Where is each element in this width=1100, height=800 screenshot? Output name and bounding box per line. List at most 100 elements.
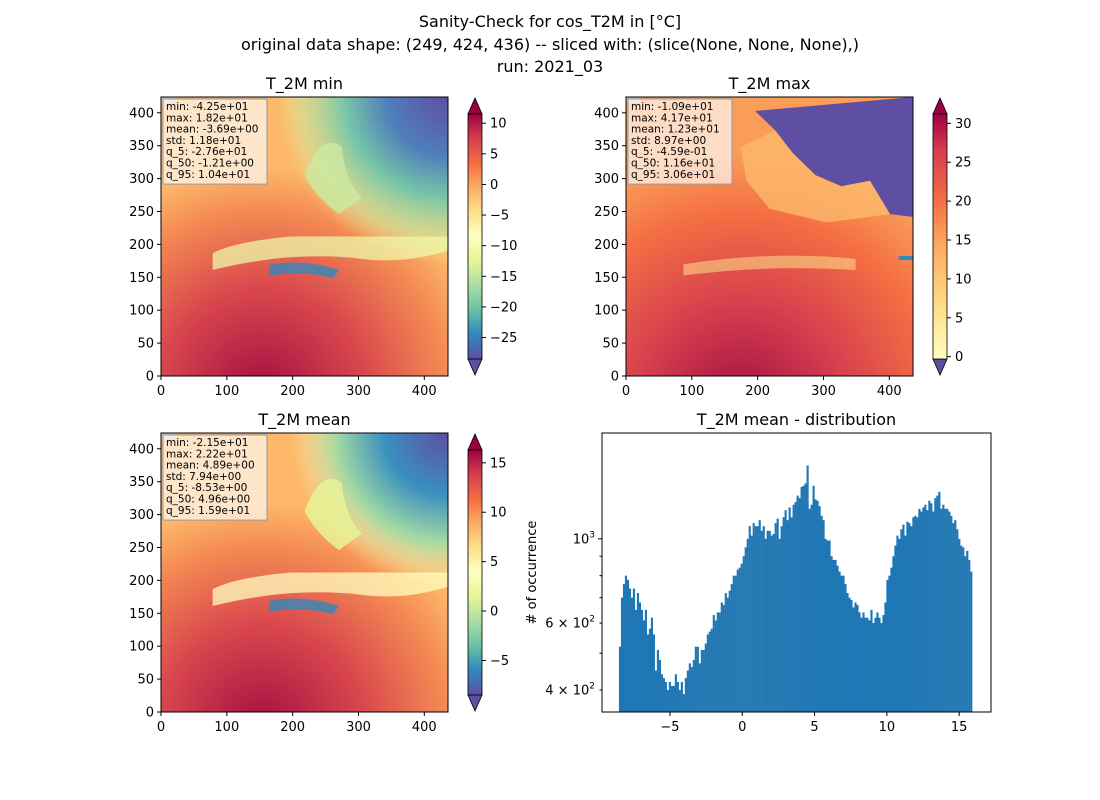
stats-line: q_50: -1.21e+00 — [166, 158, 254, 170]
colorbar: 30 25 20 15 10 5 0 — [932, 97, 972, 376]
y-tick-label: 0 — [611, 370, 619, 385]
axes-frame — [160, 432, 449, 713]
histogram-bar — [842, 575, 845, 712]
histogram-bar — [920, 511, 923, 712]
histogram-bar — [754, 526, 757, 712]
histogram-bar — [672, 685, 675, 712]
histogram-bar — [918, 508, 921, 712]
histogram-bar — [862, 612, 865, 712]
histogram-bar — [790, 517, 793, 712]
histogram-bar — [810, 504, 813, 712]
histogram-bar — [640, 609, 644, 712]
histogram-bar — [818, 506, 821, 712]
histogram-bar — [872, 623, 875, 712]
stats-line: mean: -3.69e+00 — [166, 124, 258, 136]
colorbar-tick-label: 5 — [490, 555, 498, 570]
colorbar-tick-label: 0 — [490, 178, 498, 193]
histogram-bar — [712, 615, 715, 712]
stats-line: std: 1.18e+01 — [166, 135, 241, 147]
y-tick-label: 250 — [594, 205, 619, 220]
colorbar-tick-label: 5 — [490, 147, 498, 162]
field-central-europe — [212, 572, 448, 606]
histogram-bar — [642, 620, 646, 712]
colorbar-tick-label: 10 — [490, 506, 507, 521]
panel-title: T_2M min — [265, 74, 343, 94]
y-tick-label: 150 — [594, 271, 619, 286]
colorbar-tick-label: 0 — [955, 350, 963, 365]
x-tick-label: 100 — [214, 720, 239, 735]
colorbar-extend-bottom — [932, 358, 948, 376]
histogram-bar — [954, 520, 957, 712]
y-tick-label: 50 — [602, 337, 619, 352]
histogram-bar — [820, 515, 823, 712]
histogram-bar — [876, 612, 879, 712]
histogram-bar — [662, 678, 665, 712]
histogram-bar — [728, 590, 731, 712]
histogram-bar — [846, 593, 849, 712]
histogram-bar — [888, 575, 891, 712]
suptitle-line: original data shape: (249, 424, 436) -- … — [241, 35, 859, 54]
field-small-lake — [898, 256, 913, 261]
histogram-bar — [704, 643, 707, 712]
stats-line: q_50: 4.96e+00 — [166, 494, 250, 506]
field-scandinavia — [304, 142, 362, 215]
x-tick-label: 400 — [877, 384, 902, 399]
colorbar-tick-label: −5 — [490, 209, 509, 224]
histogram-bar — [752, 523, 755, 712]
x-tick-label: 200 — [280, 720, 305, 735]
x-tick-label: 300 — [346, 720, 371, 735]
histogram-bar — [838, 571, 841, 712]
histogram-bar — [720, 602, 723, 712]
histogram-bar — [942, 504, 945, 712]
histogram-bar — [784, 510, 787, 712]
field-cold-region — [755, 97, 913, 217]
x-tick-label: 15 — [951, 720, 968, 735]
histogram-bar — [968, 559, 971, 712]
x-tick-label: 200 — [280, 384, 305, 399]
histogram-bar — [822, 520, 825, 712]
stats-box — [162, 98, 268, 185]
panel-title: T_2M mean — [257, 410, 350, 430]
histogram-bar — [726, 597, 729, 712]
suptitle-line: run: 2021_03 — [496, 57, 604, 76]
panel-title: T_2M max — [728, 74, 811, 94]
histogram-bar — [738, 567, 741, 712]
histogram-bar — [930, 503, 933, 712]
histogram-bar — [882, 615, 885, 712]
stats-line: std: 7.94e+00 — [166, 471, 241, 483]
histogram-bar — [762, 526, 765, 712]
histogram-bar — [652, 634, 655, 712]
stats-line: max: 4.17e+01 — [631, 112, 713, 124]
histogram-bar — [890, 567, 893, 712]
x-tick-label: 0 — [157, 384, 165, 399]
colorbar-extend-top — [467, 433, 483, 451]
y-tick-label: 250 — [129, 205, 154, 220]
colorbar-tick-label: 15 — [955, 234, 972, 249]
y-tick-label: 150 — [129, 607, 154, 622]
histogram-bar — [768, 530, 771, 712]
histogram-bar — [830, 556, 833, 712]
stats-line: min: -4.25e+01 — [166, 101, 248, 113]
y-tick-label: 200 — [594, 238, 619, 253]
y-tick-label: 0 — [146, 370, 154, 385]
x-tick-label: −5 — [660, 720, 679, 735]
panel-title: T_2M mean - distribution — [696, 410, 896, 430]
histogram-bar — [852, 607, 855, 712]
histogram-bar — [724, 593, 727, 712]
stats-box — [162, 434, 268, 521]
histogram-bar — [864, 617, 867, 712]
x-tick-label: 300 — [346, 384, 371, 399]
colorbar-gradient — [467, 113, 483, 360]
histogram-bar — [884, 602, 887, 712]
stats-line: q_95: 1.04e+01 — [166, 169, 250, 181]
histogram-bar — [970, 571, 973, 712]
y-tick-label: 350 — [129, 475, 154, 490]
colorbar: 10 5 0 −5 −10 −15 −20 −25 — [467, 97, 517, 376]
histogram-bar — [722, 604, 725, 712]
histogram-bar — [634, 609, 638, 712]
histogram-bar — [806, 465, 809, 712]
x-tick-label: 10 — [879, 720, 896, 735]
stats-line: q_95: 1.59e+01 — [166, 505, 250, 517]
y-tick-label: 350 — [594, 139, 619, 154]
